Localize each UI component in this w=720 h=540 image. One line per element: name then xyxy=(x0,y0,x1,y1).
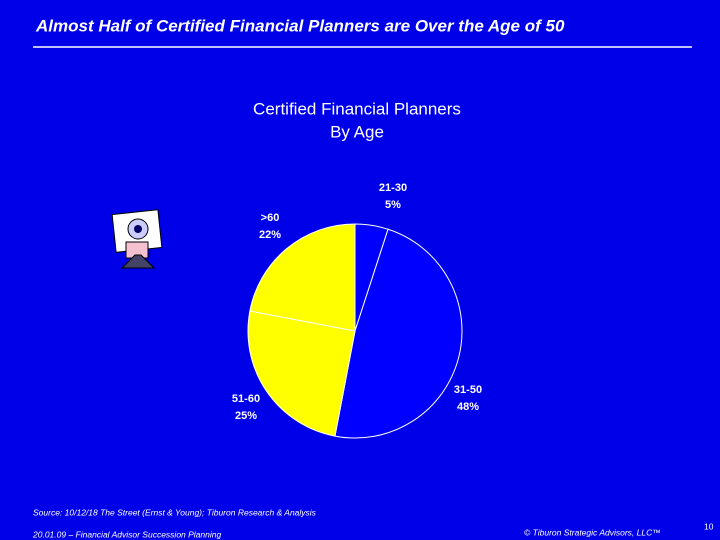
slice-label: >60 xyxy=(261,212,280,224)
slice-label: 31-50 xyxy=(454,384,482,396)
slice-value-label: 25% xyxy=(235,410,257,422)
chart-title: Certified Financial Planners xyxy=(253,99,461,118)
slice-label: 21-30 xyxy=(379,182,407,194)
pie-slice xyxy=(249,223,356,332)
clipart xyxy=(111,209,163,269)
slice-value-label: 22% xyxy=(259,229,281,241)
pie-slice xyxy=(334,228,463,439)
page-number: 10 xyxy=(704,521,714,531)
chart-subtitle: By Age xyxy=(330,122,384,141)
footer-right: © Tiburon Strategic Advisors, LLC™ xyxy=(524,527,661,537)
slice-value-label: 48% xyxy=(457,401,479,413)
pie: 21-30 5% 31-50 48% 51-60 25% >60 22% xyxy=(232,182,482,439)
source-note: Source: 10/12/18 The Street (Ernst & You… xyxy=(33,507,317,517)
slide-title: Almost Half of Certified Financial Plann… xyxy=(35,16,565,35)
footer-left: 20.01.09 – Financial Advisor Succession … xyxy=(32,529,221,539)
pie-slice xyxy=(247,310,356,437)
slice-label: 51-60 xyxy=(232,393,260,405)
slice-value-label: 5% xyxy=(385,199,401,211)
